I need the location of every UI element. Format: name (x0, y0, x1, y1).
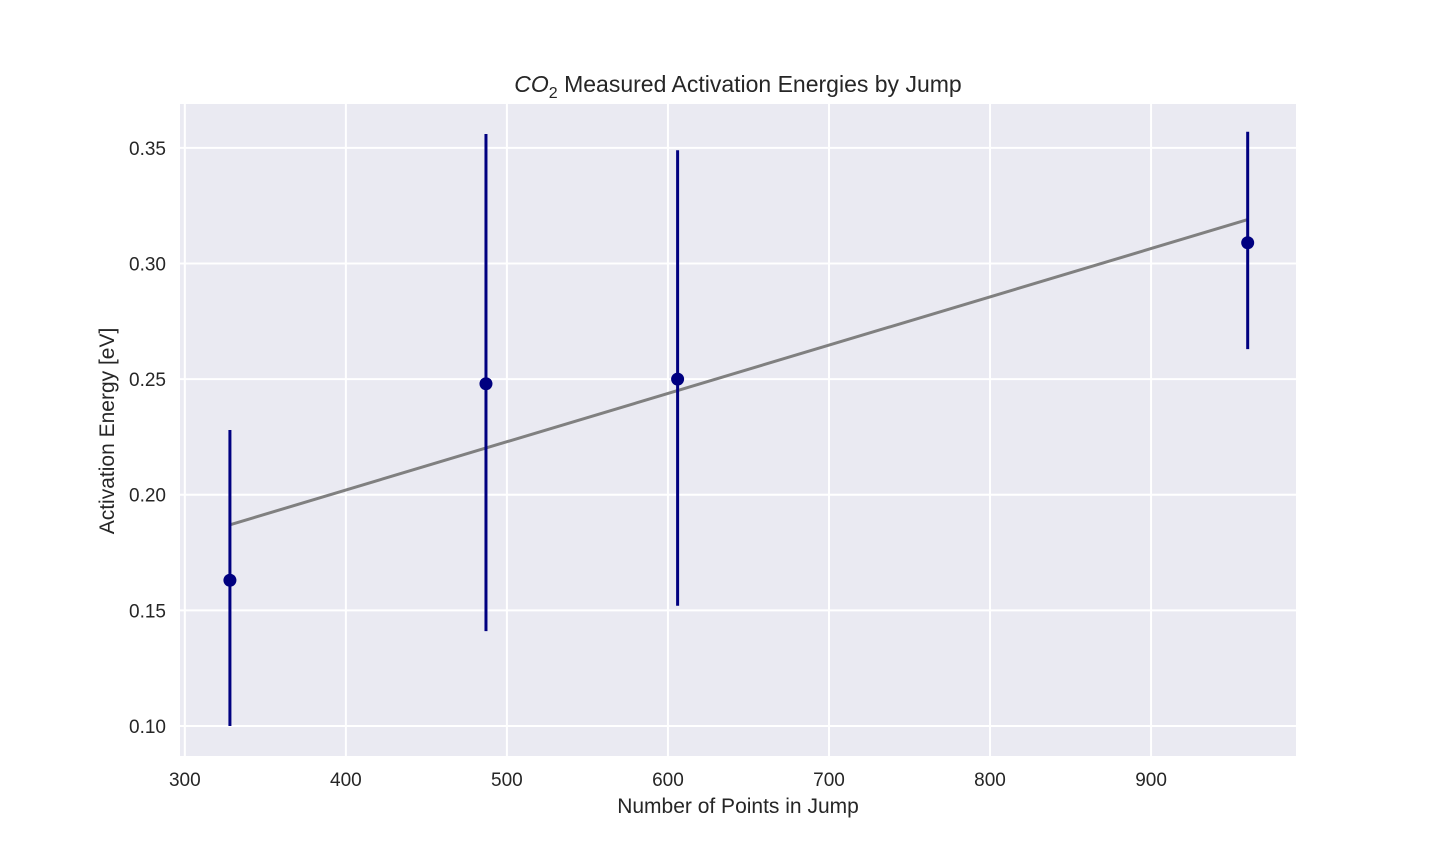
data-point-3 (1241, 236, 1255, 250)
x-tick-label-2: 500 (491, 770, 523, 791)
y-tick-label-0: 0.10 (129, 717, 166, 738)
grid-y (180, 146, 1296, 727)
fit-line-group (229, 218, 1249, 527)
y-tick-label-4: 0.30 (129, 255, 166, 276)
y-tick-labels: 0.10 0.15 0.20 0.25 0.30 0.35 (129, 139, 166, 738)
x-tick-label-0: 300 (169, 770, 201, 791)
title-suffix: Measured Activation Energies by Jump (558, 71, 962, 97)
y-tick-label-3: 0.25 (129, 370, 166, 391)
data-point-0 (223, 573, 237, 587)
title-subscript: 2 (549, 85, 558, 102)
x-tick-labels: 300 400 500 600 700 800 900 (169, 770, 1167, 791)
y-axis-label: Activation Energy [eV] (96, 328, 119, 535)
x-tick-label-3: 600 (652, 770, 684, 791)
fit-line (229, 218, 1249, 527)
grid-x (183, 104, 1153, 756)
x-tick-label-5: 800 (974, 770, 1006, 791)
y-tick-label-5: 0.35 (129, 139, 166, 160)
data-point-1 (479, 377, 493, 391)
y-tick-label-2: 0.20 (129, 486, 166, 507)
chart-title: CO2 Measured Activation Energies by Jump (514, 71, 961, 102)
x-axis-label: Number of Points in Jump (617, 795, 859, 818)
plot-background (180, 104, 1296, 756)
x-tick-label-1: 400 (330, 770, 362, 791)
data-point-2 (671, 372, 685, 386)
x-tick-label-6: 900 (1135, 770, 1167, 791)
y-tick-label-1: 0.15 (129, 601, 166, 622)
data-points (223, 236, 1255, 587)
title-prefix: CO (514, 71, 549, 97)
x-tick-label-4: 700 (813, 770, 845, 791)
